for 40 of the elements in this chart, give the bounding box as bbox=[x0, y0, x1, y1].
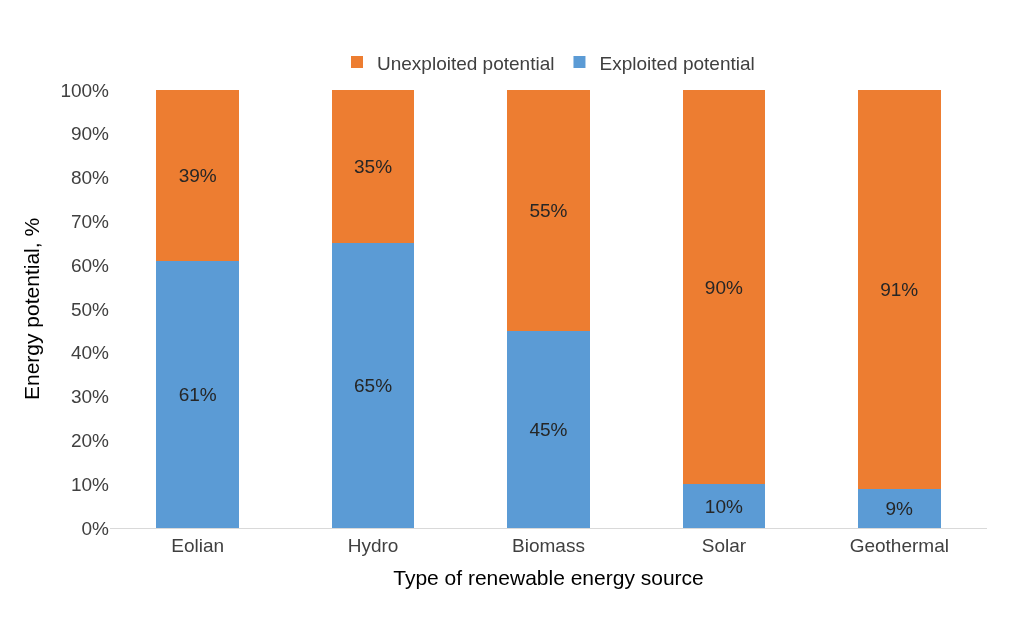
data-label: 65% bbox=[354, 375, 393, 397]
y-tick-label: 10% bbox=[70, 473, 110, 495]
y-tick-label: 30% bbox=[70, 386, 110, 408]
bar bbox=[682, 90, 766, 485]
bar bbox=[156, 90, 239, 261]
x-tick-label: Geothermal bbox=[849, 534, 949, 556]
y-tick-label: 20% bbox=[70, 430, 110, 452]
bar bbox=[858, 90, 941, 489]
data-label: 61% bbox=[178, 383, 217, 405]
bar bbox=[682, 484, 766, 528]
y-tick-label: 60% bbox=[70, 254, 110, 276]
y-tick-label: 0% bbox=[81, 517, 110, 539]
bar bbox=[507, 330, 590, 528]
bar bbox=[156, 260, 239, 528]
data-label: 91% bbox=[880, 278, 919, 300]
y-tick-label: 80% bbox=[70, 167, 110, 189]
y-axis-title: Energy potential, % bbox=[19, 217, 43, 401]
bar bbox=[331, 90, 415, 244]
bar bbox=[331, 243, 415, 528]
x-tick-label: Solar bbox=[701, 534, 747, 556]
x-tick-label: Eolian bbox=[171, 534, 225, 556]
data-label: 90% bbox=[704, 276, 743, 298]
data-label: 35% bbox=[354, 156, 393, 178]
data-label: 45% bbox=[529, 418, 568, 440]
x-tick-label: Hydro bbox=[347, 534, 399, 556]
y-tick-label: 100% bbox=[60, 79, 110, 101]
bar bbox=[858, 488, 941, 528]
y-tick-label: 40% bbox=[70, 342, 110, 364]
y-tick-label: 90% bbox=[70, 123, 110, 145]
legend-label: Exploited potential bbox=[599, 52, 755, 74]
x-tick-label: Biomass bbox=[512, 534, 585, 556]
bar bbox=[507, 90, 590, 331]
x-axis-title: Type of renewable energy source bbox=[393, 566, 704, 589]
data-label: 10% bbox=[704, 495, 743, 517]
data-label: 39% bbox=[178, 164, 217, 186]
y-tick-label: 70% bbox=[70, 211, 110, 233]
legend-label: Unexploited potential bbox=[377, 52, 555, 74]
y-tick-label: 50% bbox=[70, 298, 110, 320]
data-label: 9% bbox=[885, 497, 914, 519]
data-label: 55% bbox=[529, 199, 568, 221]
